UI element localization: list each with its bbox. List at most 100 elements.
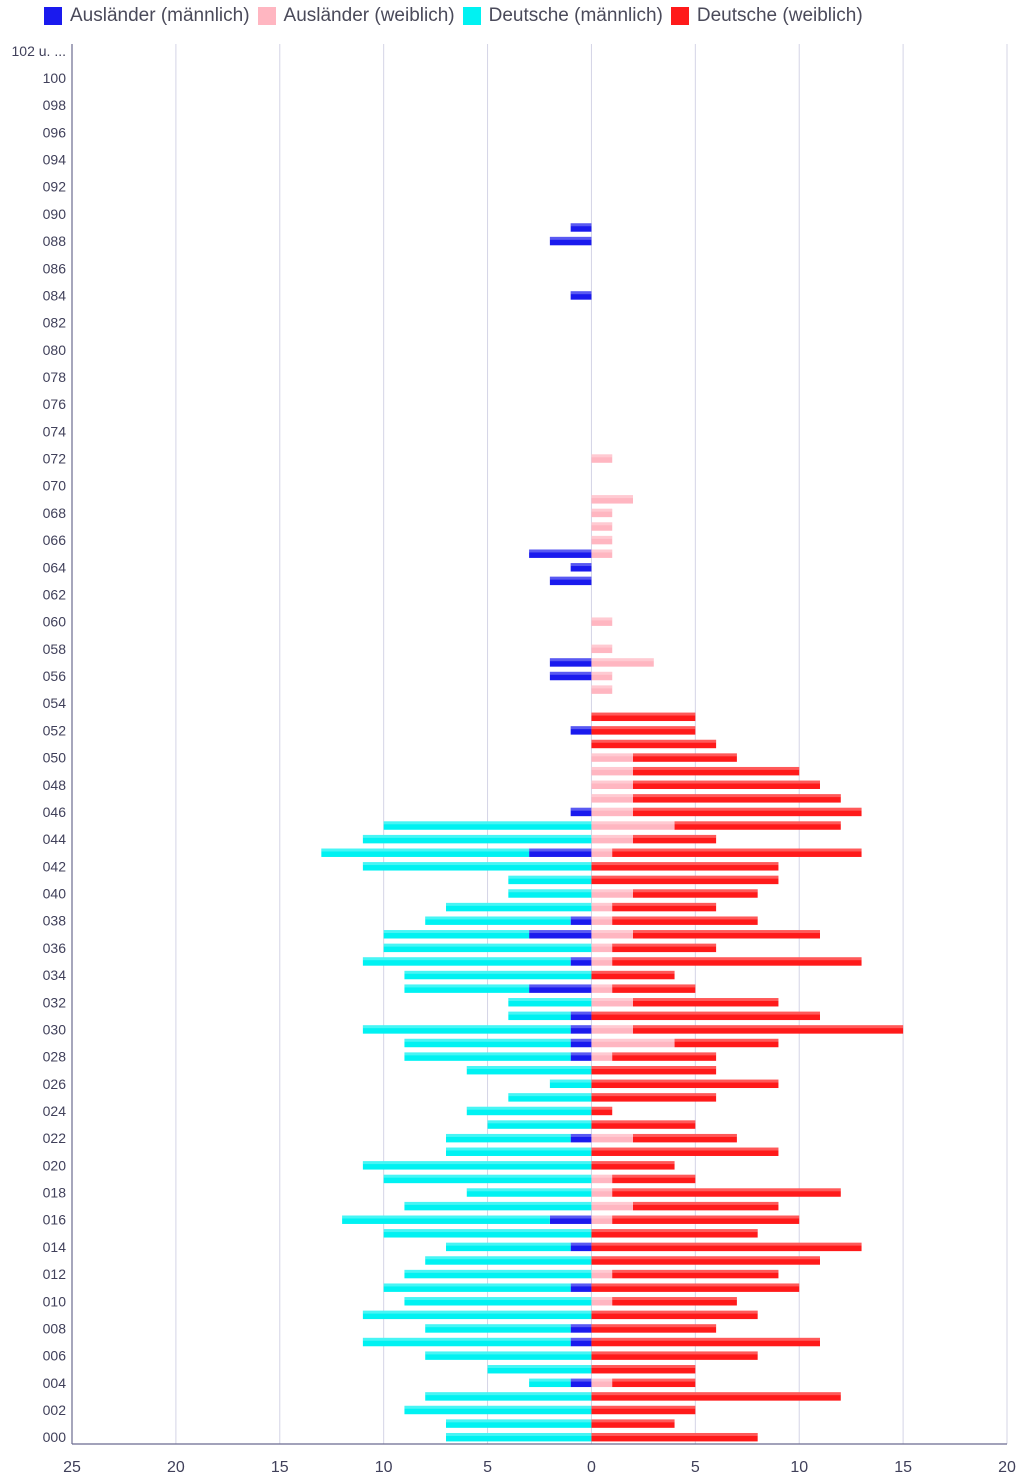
y-tick-label: 034 [43,967,67,983]
y-tick-label: 022 [43,1130,67,1146]
legend-item-deutsche-maennlich[interactable]: Deutsche (männlich) [462,5,663,27]
bar-highlight [591,821,675,825]
y-tick-label: 020 [43,1157,67,1173]
y-tick-label: 068 [43,505,67,521]
bar-deutsche-weiblich [591,1310,758,1320]
bar-highlight [570,1011,592,1015]
bar-ausländer-weiblich [591,658,654,667]
bar-highlight [529,848,592,852]
y-tick-label: 080 [43,342,67,358]
x-tick-label: 10 [375,1459,393,1476]
bar-highlight [508,1093,592,1097]
bar-highlight [591,1038,675,1042]
bar-deutsche-weiblich [591,1392,841,1401]
bar-highlight [591,1297,613,1301]
bar-deutsche-weiblich [591,1011,820,1021]
bar-highlight [321,848,530,852]
bar-highlight [591,930,633,934]
legend-label-auslaender-weiblich: Ausländer (weiblich) [283,5,455,26]
bar-highlight [591,1432,758,1436]
bar-highlight [591,1405,696,1409]
x-tick-label: 5 [483,1459,492,1476]
bar-highlight [425,1256,592,1260]
legend-item-deutsche-weiblich[interactable]: Deutsche (weiblich) [670,5,863,27]
bar-deutsche-männlich [362,1161,592,1170]
chart-legend: Ausländer (männlich) Ausländer (weiblich… [44,3,871,29]
bar-deutsche-weiblich [591,1405,696,1415]
bar-ausländer-männlich [529,848,592,857]
bar-highlight [570,1133,592,1137]
bar-ausländer-männlich [549,236,592,246]
bar-ausländer-weiblich [591,794,633,803]
y-tick-label: 052 [43,722,67,738]
bar-ausländer-weiblich [591,535,613,545]
y-tick-label: 096 [43,124,67,140]
bar-highlight [404,1038,571,1042]
bar-deutsche-männlich [342,1215,550,1224]
bar-deutsche-männlich [404,1038,571,1048]
y-tick-label: 092 [43,179,67,195]
bar-deutsche-weiblich [633,1133,737,1143]
x-tick-label: 20 [167,1459,185,1476]
bar-highlight [591,1378,613,1382]
bar-deutsche-weiblich [633,889,758,898]
bar-ausländer-weiblich [591,780,633,789]
bar-highlight [591,889,633,893]
bar-highlight [529,1378,571,1382]
bar-highlight [570,1324,592,1328]
bar-highlight [591,1120,696,1124]
y-tick-label: 082 [43,315,67,331]
bar-highlight [591,1093,717,1097]
bar-highlight [612,1378,696,1382]
bar-highlight [591,685,613,689]
bar-ausländer-weiblich [591,753,633,762]
bar-highlight [591,862,779,866]
bar-highlight [591,753,633,757]
bar-highlight [529,984,592,988]
bar-highlight [508,998,592,1001]
bar-ausländer-weiblich [591,495,633,504]
y-tick-label: 084 [43,287,67,303]
bar-deutsche-männlich [446,1242,571,1252]
y-tick-label: 046 [43,804,67,820]
y-tick-label: 066 [43,532,67,548]
bar-highlight [612,1174,696,1178]
bar-deutsche-männlich [446,1432,592,1442]
bar-highlight [529,549,592,553]
y-tick-label: 032 [43,994,67,1010]
y-tick-label: 006 [43,1348,67,1364]
y-tick-label: 064 [43,559,67,575]
legend-item-auslaender-weiblich[interactable]: Ausländer (weiblich) [257,5,455,27]
bar-highlight [570,291,592,295]
bar-ausländer-weiblich [591,508,613,518]
bar-ausländer-weiblich [591,454,613,463]
bar-deutsche-männlich [425,1256,592,1265]
bar-highlight [404,984,530,988]
bar-ausländer-weiblich [591,821,675,830]
bar-deutsche-weiblich [612,1174,696,1184]
bar-highlight [633,780,820,784]
bar-highlight [612,1215,800,1219]
bar-highlight [570,957,592,961]
bar-highlight [362,957,571,961]
bar-highlight [612,1188,841,1192]
bar-highlight [591,522,613,526]
legend-item-auslaender-maennlich[interactable]: Ausländer (männlich) [44,5,250,27]
bar-ausländer-männlich [570,1378,592,1388]
bar-ausländer-weiblich [591,1378,613,1388]
bar-ausländer-weiblich [591,549,613,558]
y-tick-label: 076 [43,396,67,412]
bar-ausländer-weiblich [591,889,633,898]
bar-deutsche-weiblich [591,970,675,980]
bar-deutsche-männlich [404,970,592,980]
bar-deutsche-männlich [466,1106,592,1116]
bar-highlight [446,1147,592,1151]
bar-deutsche-weiblich [633,998,779,1007]
bar-ausländer-männlich [570,1011,592,1021]
bar-ausländer-männlich [570,563,592,572]
bar-deutsche-weiblich [612,984,696,993]
bar-deutsche-weiblich [612,916,758,925]
bar-highlight [591,1419,675,1423]
bar-highlight [591,1269,613,1273]
bar-highlight [612,916,758,920]
